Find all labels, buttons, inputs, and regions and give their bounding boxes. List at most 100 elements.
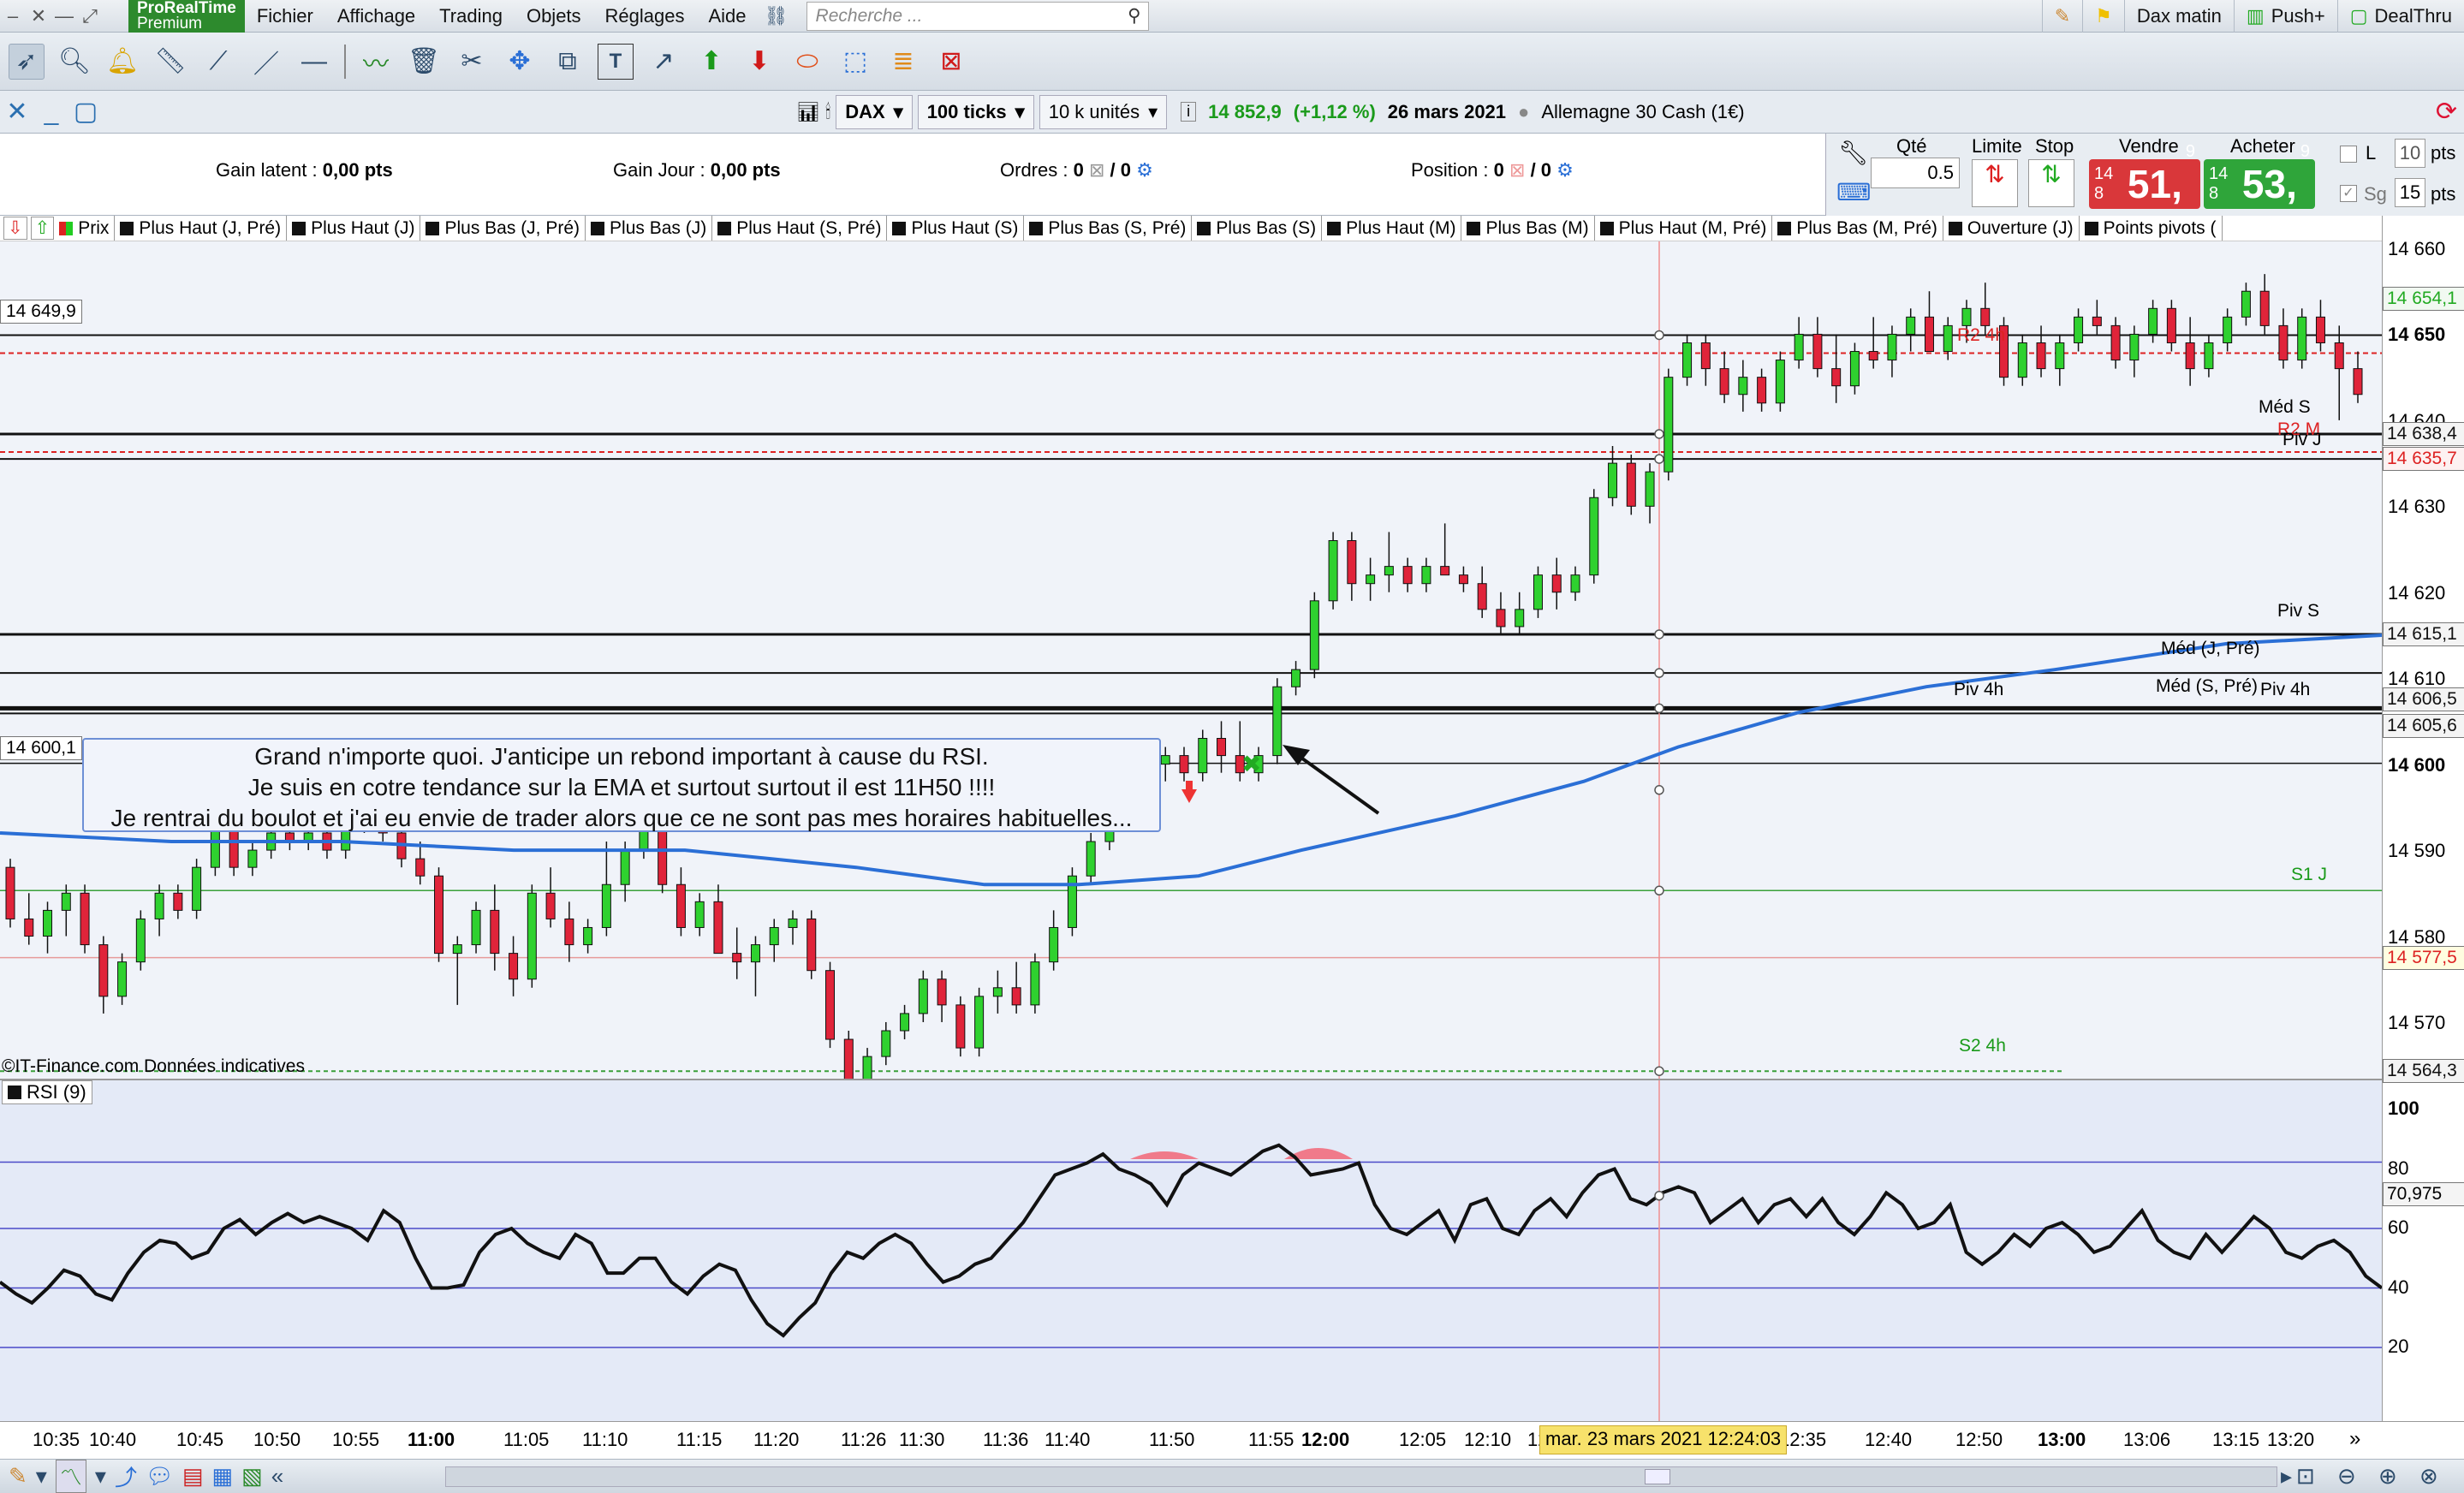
- zoom-out-icon[interactable]: ⊖: [2337, 1463, 2356, 1489]
- trend-line-icon[interactable]: ／: [253, 50, 279, 79]
- position-icon[interactable]: ⊠: [1509, 159, 1526, 181]
- trade-annotation[interactable]: Grand n'importe quoi. J'anticipe un rebo…: [82, 738, 1161, 832]
- menu-reglages[interactable]: Réglages: [604, 4, 685, 27]
- chevron-down-icon[interactable]: ▾: [35, 1463, 47, 1489]
- rectangle-icon[interactable]: ⬚: [842, 47, 868, 75]
- zoom-fit-icon[interactable]: ⊡: [2296, 1463, 2315, 1489]
- trash-icon[interactable]: 🗑︎: [407, 47, 441, 75]
- link-icon[interactable]: ⛓: [764, 4, 789, 27]
- scroll-right-arrow-icon[interactable]: ▸: [2281, 1463, 2293, 1489]
- menu-objets[interactable]: Objets: [526, 4, 581, 27]
- screener-icon[interactable]: ▧: [241, 1463, 263, 1489]
- gear-icon[interactable]: ⚙: [1136, 159, 1153, 181]
- legend-item[interactable]: Plus Haut (J, Pré): [115, 216, 288, 241]
- buy-button[interactable]: 14 8 53, 9: [2204, 142, 2315, 209]
- qty-input[interactable]: 0.5: [1871, 158, 1960, 188]
- close-chart-icon[interactable]: ✕: [6, 98, 28, 126]
- legend-item[interactable]: Ouverture (J): [1943, 216, 2080, 241]
- scrollbar-thumb[interactable]: [1645, 1469, 1670, 1484]
- legend-item[interactable]: Plus Bas (S): [1192, 216, 1323, 241]
- menu-affichage[interactable]: Affichage: [336, 4, 416, 27]
- scroll-right-icon[interactable]: »: [2349, 1427, 2361, 1450]
- copy-icon[interactable]: ⧉: [558, 46, 577, 75]
- maximize-chart-icon[interactable]: ▢: [73, 98, 98, 126]
- chevron-down-icon[interactable]: ▾: [94, 1463, 106, 1489]
- legend-item[interactable]: Plus Bas (J): [586, 216, 713, 241]
- alert-bell-icon[interactable]: 🔔︎: [105, 47, 140, 75]
- flag-icon[interactable]: ⚑: [2082, 0, 2124, 33]
- menu-dealthru[interactable]: ▢ DealThru: [2336, 0, 2464, 33]
- ruler-icon[interactable]: 📏︎: [153, 47, 187, 75]
- chart-type-icon[interactable]: 📊︎: [796, 100, 820, 122]
- arrow-icon[interactable]: ↗: [652, 47, 675, 75]
- scroll-left-icon[interactable]: «: [271, 1463, 284, 1489]
- zoom-reset-icon[interactable]: ⊗: [2419, 1463, 2438, 1489]
- ellipse-icon[interactable]: ⬭: [796, 46, 818, 75]
- wrench-icon[interactable]: 🔧︎: [1838, 140, 1869, 166]
- legend-item[interactable]: Plus Haut (S): [887, 216, 1025, 241]
- horizontal-scrollbar[interactable]: [445, 1466, 2277, 1487]
- indicator-icon[interactable]: 〰: [363, 50, 389, 79]
- price-axis[interactable]: 14 660 14 650 14 640 14 630 14 620 14 610 14 6…: [2382, 216, 2464, 1421]
- search-input[interactable]: Recherche ... ⚲: [806, 1, 1149, 31]
- refresh-icon[interactable]: ⟳: [2435, 98, 2457, 126]
- legend-item[interactable]: Plus Bas (M, Pré): [1772, 216, 1943, 241]
- tools-icon[interactable]: ✂: [461, 47, 483, 75]
- keyboard-icon[interactable]: ⌨: [1836, 179, 1872, 205]
- orders-icon[interactable]: ⊠: [1088, 159, 1105, 181]
- l-input[interactable]: 10: [2395, 139, 2425, 168]
- legend-item[interactable]: Plus Haut (M): [1322, 216, 1462, 241]
- limit-order-button[interactable]: ⇅: [1972, 159, 2018, 207]
- zoom-icon[interactable]: 🔍︎: [57, 47, 92, 75]
- arrow-down-icon[interactable]: ⇩: [3, 217, 27, 240]
- info-icon[interactable]: i: [1181, 102, 1197, 122]
- ticks-select[interactable]: 100 ticks ▾: [917, 94, 1034, 129]
- instrument-select[interactable]: DAX ▾: [836, 94, 913, 129]
- buy-arrow-icon[interactable]: ⬆: [700, 47, 723, 75]
- stop-order-button[interactable]: ⇅: [2028, 159, 2074, 207]
- price-chart[interactable]: ✖ 14 649,9 14 600,1 R2 4h Méd S R2 M Piv…: [0, 241, 2382, 1079]
- close-window-icon[interactable]: ✕: [30, 4, 47, 27]
- rsi-legend[interactable]: RSI (9): [2, 1080, 92, 1104]
- sg-checkbox[interactable]: ✓: [2340, 185, 2357, 202]
- delete-objects-icon[interactable]: ⊠: [940, 47, 962, 75]
- gear-icon[interactable]: ⚙: [1556, 159, 1574, 181]
- units-select[interactable]: 10 k unités ▾: [1039, 94, 1168, 129]
- minimize-icon[interactable]: —: [55, 4, 74, 27]
- legend-item[interactable]: Plus Bas (J, Pré): [420, 216, 586, 241]
- legend-item[interactable]: Plus Haut (S, Pré): [712, 216, 888, 241]
- close-icon[interactable]: –: [7, 4, 19, 27]
- sg-input[interactable]: 15: [2395, 178, 2425, 207]
- line-points-icon[interactable]: ⟋: [209, 46, 228, 75]
- legend-item[interactable]: Plus Bas (M): [1461, 216, 1595, 241]
- move-icon[interactable]: ✥: [509, 47, 531, 75]
- template-icon[interactable]: ▦: [211, 1463, 234, 1489]
- candle-icon[interactable]: 🕯︎: [824, 100, 831, 122]
- fullscreen-icon[interactable]: ⤢: [82, 4, 98, 27]
- indicator-list-icon[interactable]: ▤: [182, 1463, 204, 1489]
- menu-push[interactable]: ▥ Push+: [2233, 0, 2337, 33]
- chart-style-icon[interactable]: 〽: [55, 1460, 86, 1493]
- zoom-in-icon[interactable]: ⊕: [2378, 1463, 2397, 1489]
- legend-item[interactable]: Points pivots (: [2080, 216, 2223, 241]
- legend-item[interactable]: Plus Bas (S, Pré): [1024, 216, 1193, 241]
- share-icon[interactable]: ⤴: [114, 1465, 137, 1490]
- minimize-chart-icon[interactable]: _: [44, 97, 59, 126]
- comment-icon[interactable]: 💬︎: [145, 1463, 174, 1489]
- time-axis[interactable]: 13:20 13:15 13:06 13:00 12:50 12:40 12:35 12 12:…: [0, 1421, 2464, 1459]
- l-checkbox[interactable]: [2340, 146, 2357, 163]
- legend-item[interactable]: Plus Haut (J): [287, 216, 421, 241]
- text-icon[interactable]: T: [598, 43, 634, 80]
- horizontal-line-icon[interactable]: —: [301, 46, 327, 75]
- pointer-icon[interactable]: ➶: [9, 43, 45, 80]
- menu-dax-matin[interactable]: Dax matin: [2123, 0, 2234, 33]
- pencil-icon[interactable]: ✎: [9, 1463, 27, 1489]
- rsi-chart[interactable]: [0, 1079, 2382, 1421]
- menu-trading[interactable]: Trading: [439, 4, 503, 27]
- legend-prix[interactable]: Prix: [54, 216, 116, 241]
- sell-button[interactable]: 14 8 51, 9: [2089, 142, 2200, 209]
- fibonacci-icon[interactable]: ≣: [892, 47, 914, 75]
- menu-fichier[interactable]: Fichier: [256, 4, 313, 27]
- sell-arrow-icon[interactable]: ⬇: [748, 47, 771, 75]
- arrow-up-icon[interactable]: ⇧: [30, 217, 55, 240]
